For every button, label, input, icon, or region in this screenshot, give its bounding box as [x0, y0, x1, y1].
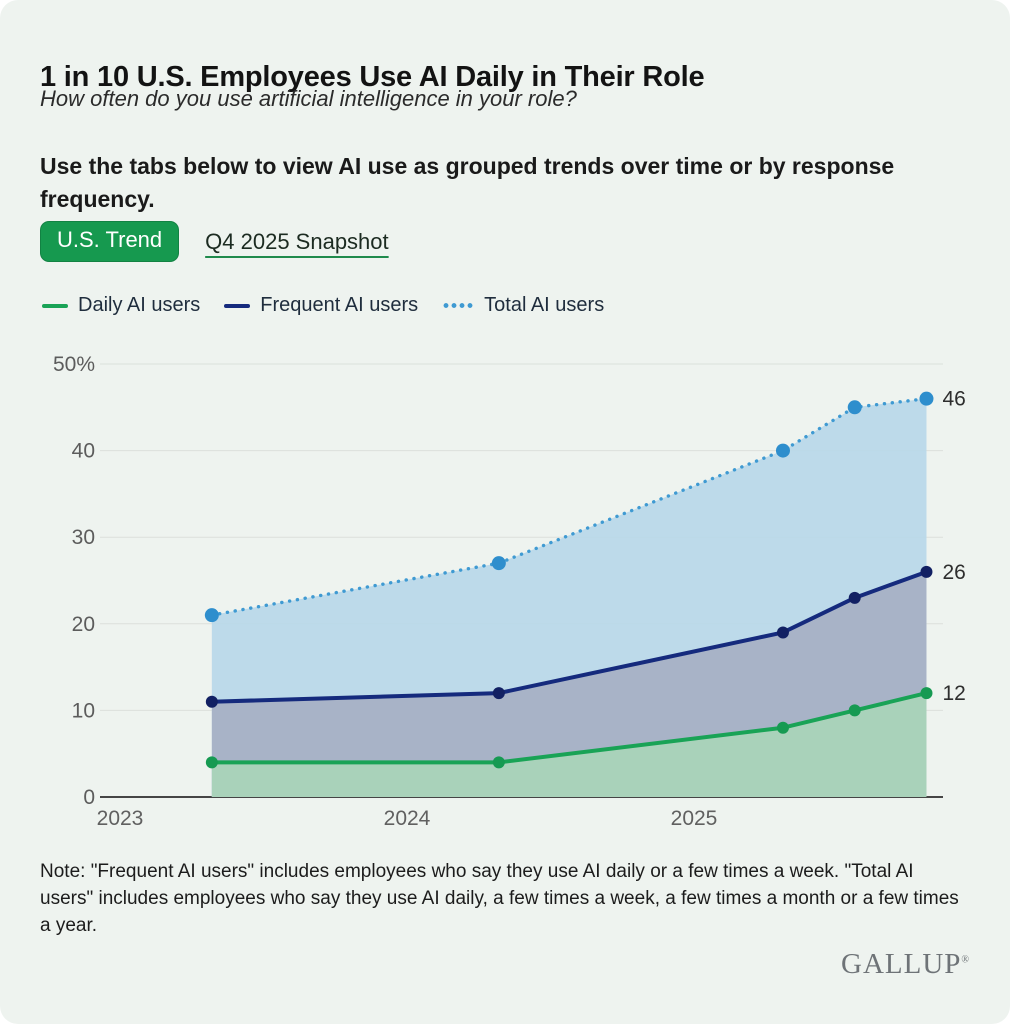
trend-chart-canvas: 0 10 20 30 40 50% 2023 2024 2025 46 26 12 — [53, 353, 966, 830]
area-fill-daily-ai-users — [211, 693, 927, 797]
legend-label: Daily AI users — [78, 294, 201, 316]
data-point-frequent-ai-users[interactable] — [205, 695, 218, 708]
data-point-daily-ai-users[interactable] — [848, 704, 861, 717]
data-point-total-ai-users[interactable] — [775, 443, 790, 458]
data-point-daily-ai-users[interactable] — [492, 756, 505, 769]
tab-u-s-trend[interactable]: U.S. Trend — [40, 221, 180, 262]
footnote-text: Note: "Frequent AI users" includes emplo… — [40, 861, 959, 936]
legend-item-daily-ai-users: Daily AI users — [42, 294, 200, 317]
data-point-frequent-ai-users[interactable] — [776, 626, 789, 639]
line-swatch-icon — [224, 303, 251, 308]
y-axis-label: 40 — [72, 440, 95, 463]
survey-question-subtitle: How often do you use artificial intellig… — [40, 86, 577, 111]
registered-mark-icon: ® — [961, 954, 970, 966]
end-value-label-daily-ai-users: 12 — [942, 682, 965, 705]
y-axis-label: 50% — [53, 353, 95, 376]
x-axis-label: 2023 — [97, 807, 144, 830]
legend-item-frequent-ai-users: Frequent AI users — [224, 294, 418, 317]
page-title: 1 in 10 U.S. Employees Use AI Daily in T… — [40, 61, 705, 94]
x-axis-label: 2024 — [384, 807, 431, 830]
data-point-frequent-ai-users[interactable] — [492, 687, 505, 700]
data-point-total-ai-users[interactable] — [491, 556, 506, 571]
data-point-daily-ai-users[interactable] — [920, 687, 933, 700]
data-point-frequent-ai-users[interactable] — [848, 591, 861, 604]
instruction-text: Use the tabs below to view AI use as gro… — [40, 153, 895, 212]
end-value-label-total-ai-users: 46 — [942, 388, 965, 411]
x-axis-label: 2025 — [671, 807, 718, 830]
end-value-label-frequent-ai-users: 26 — [942, 561, 965, 584]
data-point-total-ai-users[interactable] — [919, 391, 934, 406]
data-point-total-ai-users[interactable] — [204, 608, 219, 623]
data-point-daily-ai-users[interactable] — [205, 756, 218, 769]
data-point-daily-ai-users[interactable] — [776, 721, 789, 734]
legend-label: Total AI users — [484, 294, 605, 316]
y-axis-label: 0 — [83, 786, 95, 809]
trend-chart: 0 10 20 30 40 50% 2023 2024 2025 46 26 12 — [40, 345, 985, 845]
legend-item-total-ai-users: Total AI users — [442, 294, 604, 317]
y-axis-label: 30 — [72, 526, 95, 549]
chart-legend: Daily AI users Frequent AI users Total AI … — [42, 294, 604, 317]
y-axis-label: 10 — [72, 699, 95, 722]
tab-q4-2025-snapshot[interactable]: Q4 2025 Snapshot — [205, 228, 389, 254]
legend-label: Frequent AI users — [260, 294, 419, 316]
gallup-logo: GALLUP® — [841, 948, 970, 980]
data-point-frequent-ai-users[interactable] — [920, 565, 933, 578]
y-axis-label: 20 — [72, 613, 95, 636]
data-point-total-ai-users[interactable] — [847, 400, 862, 415]
tabs: U.S. Trend Q4 2025 Snapshot — [40, 221, 389, 262]
dotted-line-swatch-icon — [442, 303, 475, 308]
line-swatch-icon — [42, 303, 68, 308]
